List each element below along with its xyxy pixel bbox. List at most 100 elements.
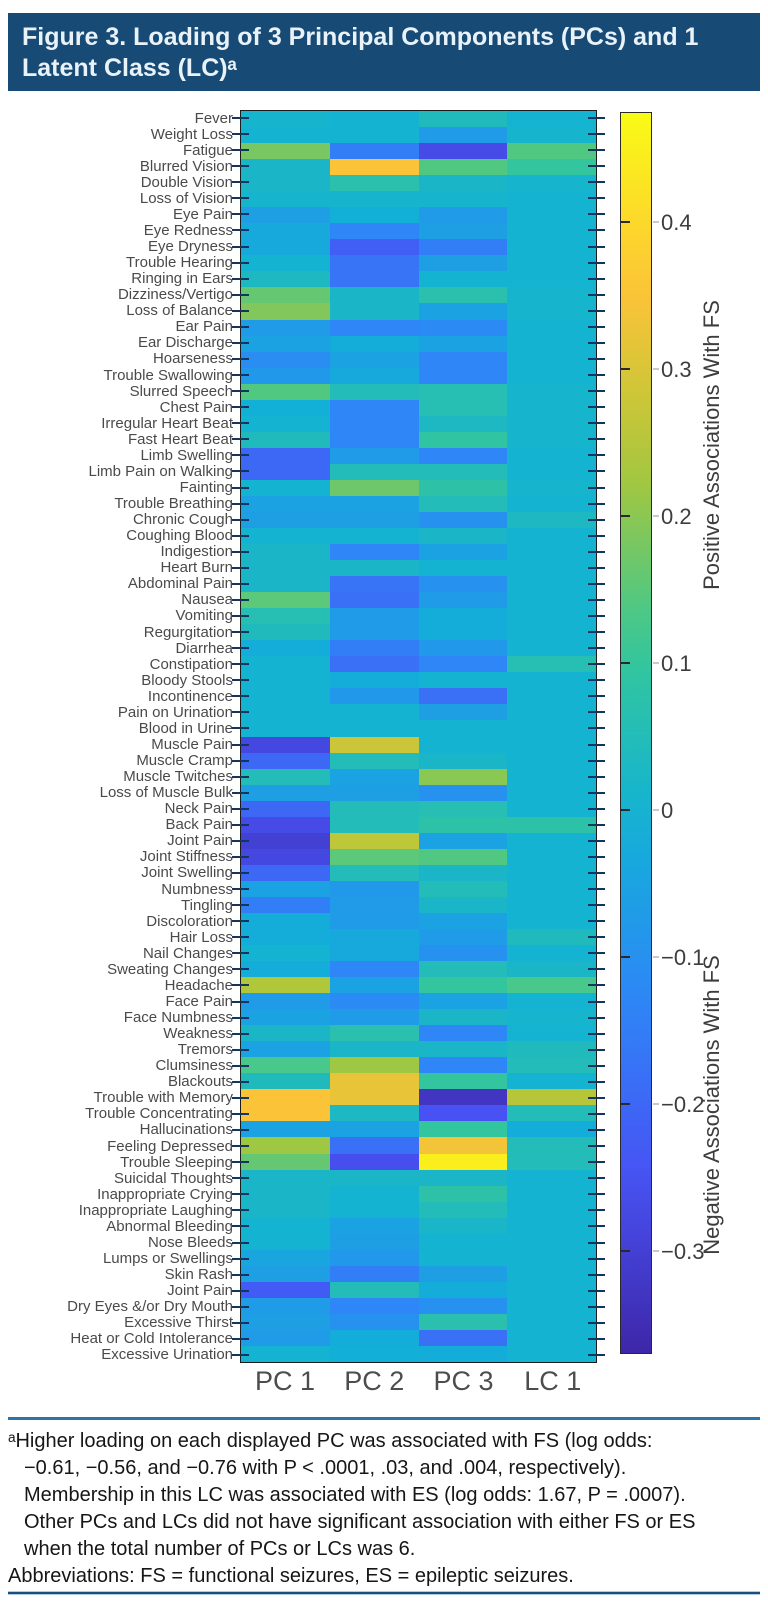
axis-tick	[232, 341, 249, 344]
heatmap-cell	[241, 287, 330, 304]
axis-tick	[588, 582, 605, 585]
heatmap-cell	[418, 271, 508, 288]
axis-tick	[232, 711, 249, 714]
heatmap-row-label: Trouble with Memory	[93, 1089, 233, 1107]
heatmap-cell	[507, 784, 596, 801]
heatmap-cell	[241, 415, 330, 432]
axis-tick	[232, 823, 249, 826]
heatmap-cell	[418, 175, 508, 192]
heatmap-cell	[418, 864, 508, 881]
heatmap-cell	[418, 784, 508, 801]
axis-tick	[232, 791, 249, 794]
axis-tick	[232, 663, 249, 666]
axis-tick	[232, 357, 249, 360]
axis-tick	[588, 181, 605, 184]
heatmap-cell	[418, 415, 508, 432]
axis-tick	[232, 438, 249, 441]
heatmap-cell	[418, 1185, 508, 1202]
heatmap-row-label: Muscle Cramp	[136, 752, 233, 770]
axis-tick	[232, 1032, 249, 1035]
heatmap-cell	[418, 399, 508, 416]
axis-tick	[588, 1177, 605, 1180]
axis-tick	[588, 952, 605, 955]
heatmap-cell	[241, 1057, 330, 1074]
heatmap-row-label: Muscle Pain	[151, 735, 233, 753]
heatmap-cell	[329, 880, 419, 897]
heatmap-cell	[418, 1153, 508, 1170]
axis-tick	[588, 390, 605, 393]
axis-tick	[232, 261, 249, 264]
heatmap-row-label: Pain on Urination	[117, 703, 233, 721]
heatmap-cell	[329, 896, 419, 913]
axis-tick	[232, 149, 249, 152]
heatmap-cell	[507, 768, 596, 785]
axis-tick	[588, 357, 605, 360]
axis-tick	[232, 293, 249, 296]
heatmap-cell	[241, 912, 330, 929]
heatmap-row-label: Nausea	[181, 591, 233, 609]
heatmap-row-label: Joint Pain	[167, 832, 233, 850]
axis-tick	[588, 1032, 605, 1035]
heatmap-cell	[241, 303, 330, 320]
axis-tick	[232, 390, 249, 393]
axis-tick	[232, 1241, 249, 1244]
heatmap-cell	[418, 127, 508, 144]
heatmap-row-label: Excessive Thirst	[124, 1314, 233, 1332]
heatmap-cell	[418, 511, 508, 528]
axis-tick	[588, 872, 605, 875]
axis-tick	[588, 149, 605, 152]
heatmap-row-label: Ringing in Ears	[131, 270, 233, 288]
heatmap-cell	[418, 1089, 508, 1106]
heatmap-cell	[418, 1009, 508, 1026]
axis-tick	[588, 679, 605, 682]
heatmap-row-label: Ear Discharge	[137, 334, 233, 352]
colorbar-tick-outer	[653, 662, 659, 665]
heatmap-cell	[507, 1025, 596, 1042]
axis-tick	[232, 566, 249, 569]
axis-tick	[232, 1080, 249, 1083]
heatmap-cell	[507, 752, 596, 769]
axis-tick	[588, 133, 605, 136]
heatmap-cell	[507, 1249, 596, 1266]
heatmap-cell	[507, 800, 596, 817]
heatmap-cell	[418, 1073, 508, 1090]
heatmap-cell	[507, 832, 596, 849]
heatmap-cell	[329, 447, 419, 464]
heatmap-cell	[329, 303, 419, 320]
heatmap-cell	[241, 1313, 330, 1330]
x-axis-label: PC 1	[254, 1366, 316, 1396]
heatmap-cell	[329, 1121, 419, 1138]
heatmap-row-label: Excessive Urination	[101, 1346, 233, 1364]
heatmap-cell	[329, 399, 419, 416]
axis-tick	[588, 1305, 605, 1308]
heatmap-row-label: Blackouts	[167, 1073, 233, 1091]
heatmap-cell	[241, 624, 330, 641]
heatmap-cell	[507, 704, 596, 721]
colorbar-tick-label: −0.1	[661, 945, 705, 971]
heatmap-cell	[241, 752, 330, 769]
heatmap-cell	[418, 912, 508, 929]
heatmap-cell	[329, 1345, 419, 1362]
heatmap-cell	[241, 207, 330, 224]
heatmap-cell	[241, 592, 330, 609]
heatmap-row-label: Blurred Vision	[139, 157, 233, 175]
axis-tick	[232, 550, 249, 553]
heatmap-cell	[329, 143, 419, 160]
heatmap-row-label: Face Numbness	[123, 1009, 233, 1027]
heatmap-cell	[241, 319, 330, 336]
axis-tick	[232, 615, 249, 618]
heatmap-cell	[241, 864, 330, 881]
axis-tick	[588, 197, 605, 200]
axis-tick	[588, 855, 605, 858]
heatmap-cell	[507, 191, 596, 208]
heatmap-cell	[329, 159, 419, 176]
heatmap-cell	[418, 111, 508, 128]
heatmap-cell	[241, 1217, 330, 1234]
axis-tick	[588, 1289, 605, 1292]
colorbar-tick	[621, 956, 630, 959]
heatmap-cell	[241, 1137, 330, 1154]
heatmap-cell	[507, 993, 596, 1010]
axis-tick	[232, 197, 249, 200]
axis-tick	[588, 486, 605, 489]
heatmap-cell	[241, 1233, 330, 1250]
